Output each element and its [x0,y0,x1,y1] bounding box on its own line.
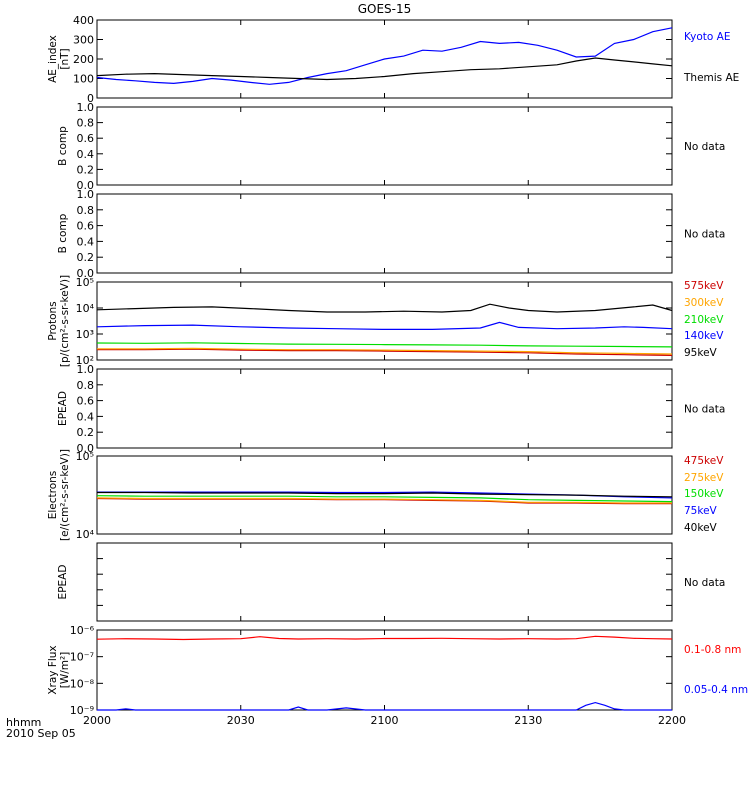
legend-electrons-0: 475keV [684,455,724,467]
panel-xray-ylabel: Xray Flux [47,645,59,694]
panel-bcomp1-ytick-label: 0.6 [77,132,95,145]
panel-electrons-ytick-label: 10⁴ [76,528,95,541]
panel-epead1-ytick-label: 1.0 [77,363,95,376]
panel-bcomp2-ytick-label: 0.4 [77,235,95,248]
panel-epead1-ytick-label: 0.4 [77,410,95,423]
legend-electrons-2: 150keV [684,488,724,500]
panel-protons-ytick-label: 10⁴ [76,302,95,315]
panel-electrons-ytick-label: 10⁵ [76,450,94,463]
panel-ae-ylabel: AE_index [47,35,59,83]
xtick-label: 2130 [514,714,542,727]
panel-bcomp2-ytick-label: 1.0 [77,188,95,201]
panel-bcomp1-ytick-label: 1.0 [77,101,95,114]
panel-protons-ytick-label: 10⁵ [76,276,94,289]
panel-epead1-ytick-label: 0.0 [77,442,95,455]
panel-epead1-note: No data [684,404,725,416]
panel-bcomp1-note: No data [684,141,725,153]
series-line-protons-0 [97,348,673,356]
legend-xray-1: 0.05-0.4 nm [684,684,748,696]
panel-epead1-ytick-label: 0.8 [77,379,95,392]
panel-bcomp2-ytick-label: 0.0 [77,267,95,280]
x-date-label: 2010 Sep 05 [6,727,76,740]
xtick-label: 2100 [371,714,399,727]
panel-bcomp1-ylabel: B comp [57,126,69,166]
panel-bcomp1-ytick-label: 0.4 [77,148,95,161]
panel-xray-ytick-label: 10⁻⁹ [70,704,94,717]
panel-protons-ytick-label: 10² [76,354,94,367]
panel-xray-ytick-label: 10⁻⁷ [70,651,94,664]
panel-ae-ytick-label: 100 [73,73,94,86]
series-line-protons-4 [96,303,673,313]
x-unit-label: hhmm [6,716,41,729]
panel-xray-ytick-label: 10⁻⁶ [70,624,95,637]
panel-epead1-ylabel: EPEAD [57,391,69,426]
panel-epead2-note: No data [684,577,725,589]
series-line-xray-1 [97,701,672,711]
panel-protons-ylabel: Protons [47,301,59,340]
panel-epead2-ylabel: EPEAD [57,565,69,600]
panel-bcomp1-ytick-label: 0.0 [77,179,95,192]
legend-electrons-1: 275keV [684,472,724,484]
panel-epead1-ytick-label: 0.2 [77,426,95,439]
legend-protons-3: 140keV [684,330,724,342]
series-line-ae-1 [96,57,673,81]
series-line-electrons-1 [96,497,672,504]
series-line-protons-2 [96,342,673,348]
panel-xray-ytick-label: 10⁻⁸ [70,677,95,690]
panel-ae-ytick-label: 400 [73,14,94,27]
legend-xray-0: 0.1-0.8 nm [684,644,741,656]
series-line-protons-3 [96,321,673,330]
panel-ae-ytick-label: 200 [73,53,94,66]
panel-ae-ytick-label: 300 [73,34,94,47]
series-line-ae-0 [96,27,673,85]
panel-ae-ylabel: [nT] [59,48,71,69]
legend-protons-1: 300keV [684,297,724,309]
panel-protons-ytick-label: 10³ [76,328,94,341]
chart-title: GOES-15 [358,2,412,16]
panel-bcomp2-ytick-label: 0.2 [77,251,95,264]
xtick-label: 2200 [658,714,686,727]
legend-protons-0: 575keV [684,280,724,292]
panel-ae-ytick-label: 0 [87,92,94,105]
panel-electrons-ylabel: Electrons [47,471,59,520]
legend-electrons-3: 75keV [684,505,718,517]
xtick-label: 2030 [227,714,255,727]
panel-epead1-frame [96,368,673,449]
panel-epead1-ytick-label: 0.6 [77,395,95,408]
legend-electrons-4: 40keV [684,522,718,534]
panel-bcomp2-frame [96,193,673,274]
legend-protons-4: 95keV [684,347,718,359]
xtick-label: 2000 [83,714,111,727]
panel-bcomp2-note: No data [684,229,725,241]
panel-xray-ylabel: [W/m²] [59,652,71,689]
panel-bcomp2-ytick-label: 0.8 [77,204,95,217]
panel-bcomp2-ylabel: B comp [57,213,69,253]
panel-bcomp1-frame [96,106,673,186]
panel-bcomp2-ytick-label: 0.6 [77,220,95,233]
panel-bcomp1-ytick-label: 0.8 [77,117,95,130]
legend-protons-2: 210keV [684,314,724,326]
series-line-electrons-4 [97,491,673,498]
series-line-xray-0 [96,635,673,641]
panel-protons-ylabel: [p/(cm²-s-sr-keV)] [59,275,71,367]
series-line-protons-1 [97,347,673,355]
panel-electrons-ylabel: [e/(cm²-s-sr-keV)] [59,449,71,541]
panel-bcomp1-ytick-label: 0.2 [77,163,95,176]
legend-ae-0: Kyoto AE [684,31,730,43]
series-line-electrons-2 [96,495,673,503]
panel-xray-frame [96,629,673,711]
legend-ae-1: Themis AE [683,72,739,84]
panel-epead2-frame [96,542,673,622]
